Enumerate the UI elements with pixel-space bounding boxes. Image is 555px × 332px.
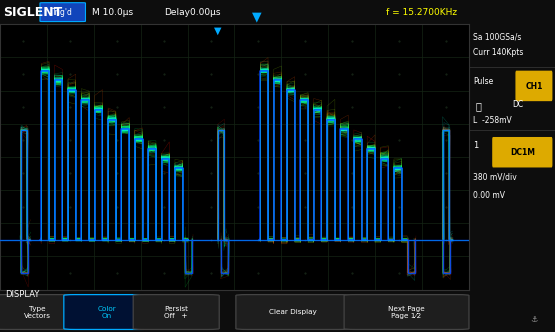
Text: Type
Vectors: Type Vectors xyxy=(24,305,51,318)
Text: ▼: ▼ xyxy=(251,10,261,23)
Text: ▼: ▼ xyxy=(214,26,222,36)
FancyBboxPatch shape xyxy=(133,294,219,329)
FancyBboxPatch shape xyxy=(492,137,552,167)
Text: L  -258mV: L -258mV xyxy=(473,116,512,125)
Text: 380 mV/div: 380 mV/div xyxy=(473,173,517,182)
Text: Color
On: Color On xyxy=(98,305,116,318)
Text: Persist
Off   +: Persist Off + xyxy=(164,305,188,318)
Text: 0.00 mV: 0.00 mV xyxy=(473,191,505,200)
Text: DISPLAY: DISPLAY xyxy=(6,290,40,299)
Text: Delay0.00μs: Delay0.00μs xyxy=(164,8,220,17)
Text: ⚓: ⚓ xyxy=(530,315,538,324)
Text: Pulse: Pulse xyxy=(473,77,493,86)
FancyBboxPatch shape xyxy=(40,3,85,22)
Text: Next Page
Page 1⁄2: Next Page Page 1⁄2 xyxy=(388,305,425,318)
Text: 1: 1 xyxy=(473,141,478,150)
Text: SIGLENT: SIGLENT xyxy=(3,6,62,19)
Text: Sa 100GSa/s: Sa 100GSa/s xyxy=(473,32,522,41)
FancyBboxPatch shape xyxy=(236,294,350,329)
Text: CH1: CH1 xyxy=(525,82,543,91)
Text: DC: DC xyxy=(512,100,523,109)
Text: DC1M: DC1M xyxy=(510,148,535,157)
Text: Curr 140Kpts: Curr 140Kpts xyxy=(473,48,524,57)
Text: ⎍: ⎍ xyxy=(476,101,482,111)
Text: Trig'd: Trig'd xyxy=(52,8,73,17)
FancyBboxPatch shape xyxy=(344,294,469,329)
Text: M 10.0μs: M 10.0μs xyxy=(92,8,133,17)
Text: Clear Display: Clear Display xyxy=(269,309,317,315)
FancyBboxPatch shape xyxy=(516,71,552,101)
FancyBboxPatch shape xyxy=(64,294,150,329)
Text: f = 15.2700KHz: f = 15.2700KHz xyxy=(386,8,457,17)
FancyBboxPatch shape xyxy=(0,294,80,329)
